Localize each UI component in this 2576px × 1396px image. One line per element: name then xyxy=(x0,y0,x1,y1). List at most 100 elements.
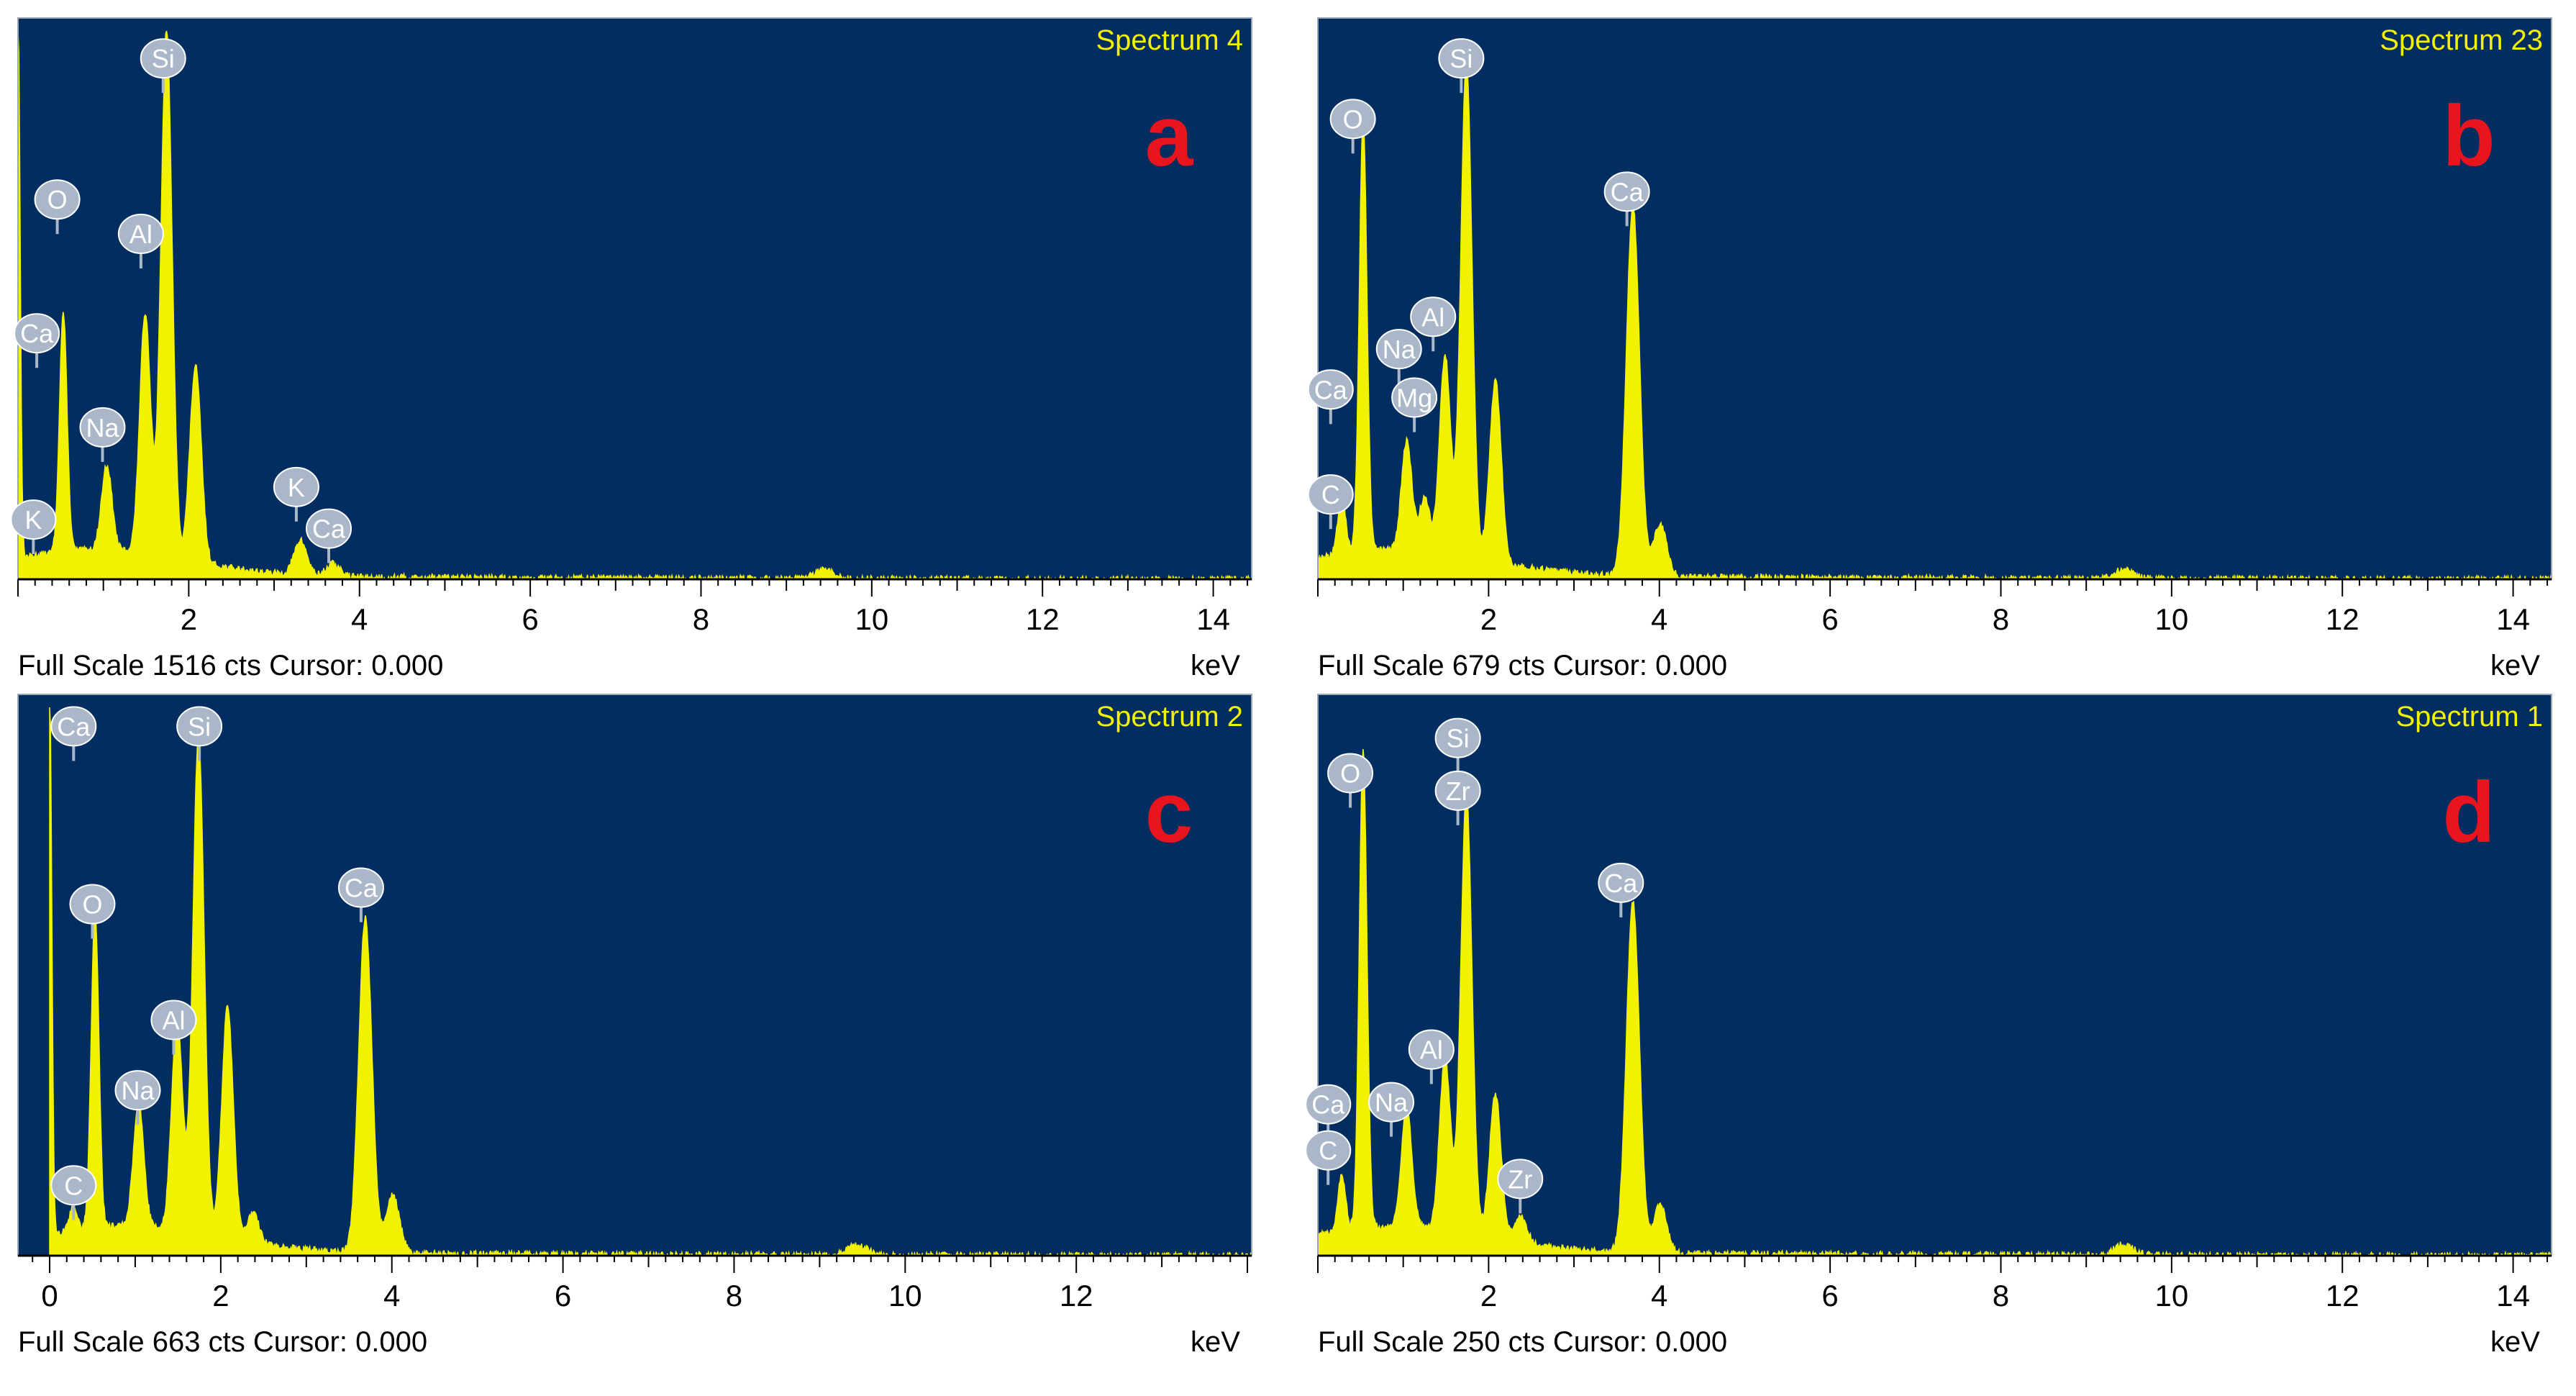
element-label: Si xyxy=(140,38,186,94)
element-label: Si xyxy=(1434,717,1481,773)
x-tick-label: 2 xyxy=(212,1279,229,1313)
x-tick-label: 6 xyxy=(522,602,538,636)
element-label: C xyxy=(50,1165,97,1220)
element-label: Na xyxy=(114,1070,161,1125)
element-label: O xyxy=(1327,753,1374,808)
element-label-badge xyxy=(273,466,319,507)
element-label-text: Si xyxy=(1447,724,1470,753)
element-label-badge xyxy=(1307,474,1354,515)
x-tick-label: 2 xyxy=(181,602,197,636)
element-label: O xyxy=(34,179,81,235)
element-label-badge xyxy=(1375,329,1422,370)
x-tick-label: 4 xyxy=(1651,1279,1667,1313)
element-label-text: Si xyxy=(1449,44,1473,73)
element-label-badge xyxy=(1603,171,1650,212)
element-label: Si xyxy=(1438,38,1485,94)
element-label-badge xyxy=(337,867,384,908)
element-label-badge xyxy=(1305,1084,1352,1125)
element-label-badge xyxy=(10,499,57,540)
element-label-text: Ca xyxy=(1611,177,1644,207)
spectrum-panel-d: 2 4 6 8 10 12 14 Spectrum 1 d Si O Zr Ca Al Na Ca C Zr Fu… xyxy=(1305,694,2552,1367)
element-label: C xyxy=(1307,474,1354,530)
element-label: O xyxy=(1329,99,1376,154)
element-label-badge xyxy=(1598,862,1644,903)
element-label-text: Si xyxy=(188,712,211,741)
element-label-text: Mg xyxy=(1396,383,1432,412)
element-label-text: Na xyxy=(86,413,119,443)
element-label: Ca xyxy=(14,313,60,368)
element-label-text: Al xyxy=(1421,302,1444,332)
element-label-badge xyxy=(150,1000,197,1041)
spectrum-title: Spectrum 23 xyxy=(2380,24,2543,56)
element-label: Ca xyxy=(1603,171,1650,227)
element-label-text: Al xyxy=(1420,1035,1443,1064)
element-label: O xyxy=(69,884,116,939)
x-tick-label: 4 xyxy=(1651,602,1667,636)
element-label: Al xyxy=(1408,1029,1455,1084)
element-label: Na xyxy=(1368,1082,1415,1137)
x-tick-label: 8 xyxy=(693,602,709,636)
x-tick-label: 8 xyxy=(1993,602,2009,636)
element-label: Zr xyxy=(1497,1159,1544,1214)
x-tick-label: 6 xyxy=(555,1279,571,1313)
element-label-badge xyxy=(114,1070,161,1111)
x-tick-label: 14 xyxy=(2496,1279,2530,1313)
element-label-badge xyxy=(1327,753,1374,794)
element-label-badge xyxy=(79,407,126,448)
x-tick-label: 10 xyxy=(888,1279,922,1313)
element-label-text: Al xyxy=(162,1005,185,1035)
panel-letter: c xyxy=(1145,764,1193,861)
element-label-text: Ca xyxy=(345,874,378,903)
element-label: Ca xyxy=(1598,862,1644,917)
element-label: Zr xyxy=(1434,770,1481,825)
element-label-text: C xyxy=(1319,1136,1337,1166)
element-label-badge xyxy=(1410,296,1457,337)
spectrum-title: Spectrum 1 xyxy=(2395,701,2543,733)
element-label: Ca xyxy=(337,867,384,923)
element-label-text: C xyxy=(1321,480,1340,509)
element-label-text: Zr xyxy=(1508,1164,1532,1194)
element-label-badge xyxy=(34,179,81,220)
element-label: K xyxy=(273,466,319,522)
x-tick-label: 2 xyxy=(1480,1279,1497,1313)
element-label: Ca xyxy=(1305,1084,1352,1139)
x-tick-label: 14 xyxy=(2496,602,2530,636)
element-label-text: Na xyxy=(121,1076,155,1105)
element-label: Ca xyxy=(1307,369,1354,425)
x-tick-label: 10 xyxy=(2154,602,2188,636)
element-label-badge xyxy=(1368,1082,1415,1123)
spectrum-plot-d: 2 4 6 8 10 12 14 Spectrum 1 d Si O Zr Ca Al Na Ca C Zr xyxy=(1305,694,2552,1313)
element-label-badge xyxy=(1434,717,1481,758)
element-label: Ca xyxy=(306,508,352,563)
status-bar-d: Full Scale 250 cts Cursor: 0.000 xyxy=(1318,1326,1728,1358)
element-label-badge xyxy=(306,508,352,549)
status-bar-b: Full Scale 679 cts Cursor: 0.000 xyxy=(1318,650,1728,681)
element-label-badge xyxy=(1408,1029,1455,1070)
spectrum-panel-b: 2 4 6 8 10 12 14 Spectrum 23 b Si O Ca Al Na Ca Mg C Ful… xyxy=(1307,17,2552,691)
element-label-text: K xyxy=(288,473,305,502)
element-label: Al xyxy=(150,1000,197,1055)
status-bar-a: Full Scale 1516 cts Cursor: 0.000 xyxy=(18,650,444,681)
element-label-text: Ca xyxy=(1314,375,1348,404)
x-tick-label: 14 xyxy=(1196,602,1230,636)
spectrum-plot-c: 0 2 4 6 8 10 12 Spectrum 2 c Ca Si O Ca Al Na C xyxy=(17,694,1252,1313)
spectrum-panel-a: 2 4 6 8 10 12 14 Spectrum 4 a Si O Al Ca Na K K Ca Full … xyxy=(10,17,1252,691)
element-label-text: K xyxy=(24,505,42,535)
element-label-text: C xyxy=(64,1171,83,1200)
element-label: Mg xyxy=(1391,377,1438,432)
element-label-text: O xyxy=(82,890,102,920)
x-axis-unit-b: keV xyxy=(2490,650,2540,681)
element-label-badge xyxy=(1307,369,1354,410)
panel-letter: b xyxy=(2442,88,2495,184)
element-label-text: O xyxy=(47,185,68,214)
element-label-text: Si xyxy=(152,44,175,73)
spectrum-title: Spectrum 4 xyxy=(1096,24,1243,56)
x-tick-label: 6 xyxy=(1821,602,1838,636)
element-label-badge xyxy=(50,1165,97,1206)
element-label: Na xyxy=(79,407,126,462)
x-tick-label: 8 xyxy=(1993,1279,2009,1313)
element-label: K xyxy=(10,499,57,555)
plot-background xyxy=(1318,18,2552,579)
